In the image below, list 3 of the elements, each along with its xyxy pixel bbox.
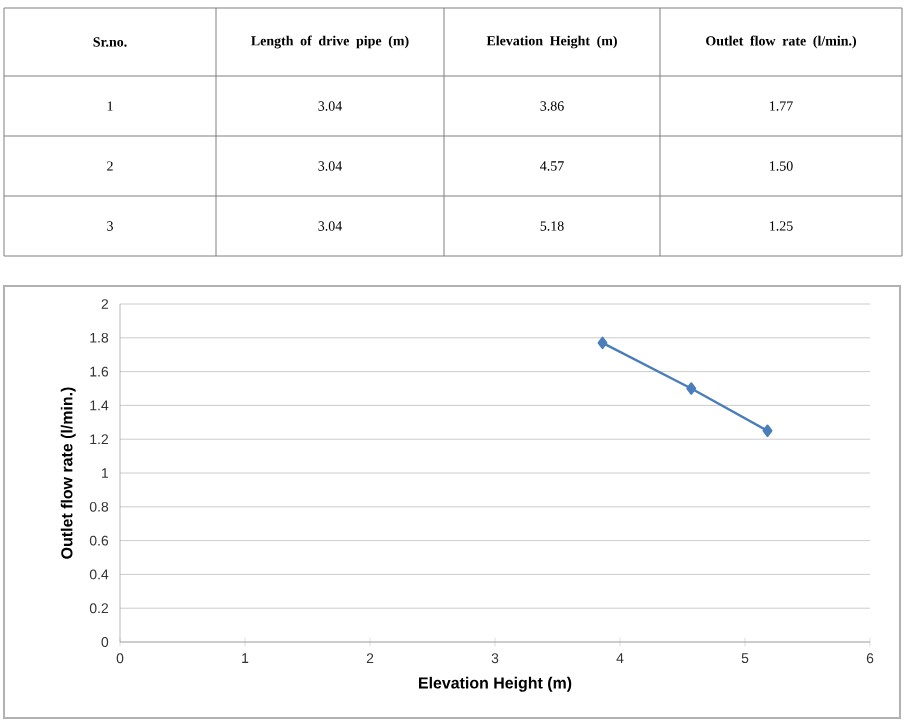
point <box>597 336 608 350</box>
point <box>686 382 697 395</box>
point <box>762 424 773 437</box>
